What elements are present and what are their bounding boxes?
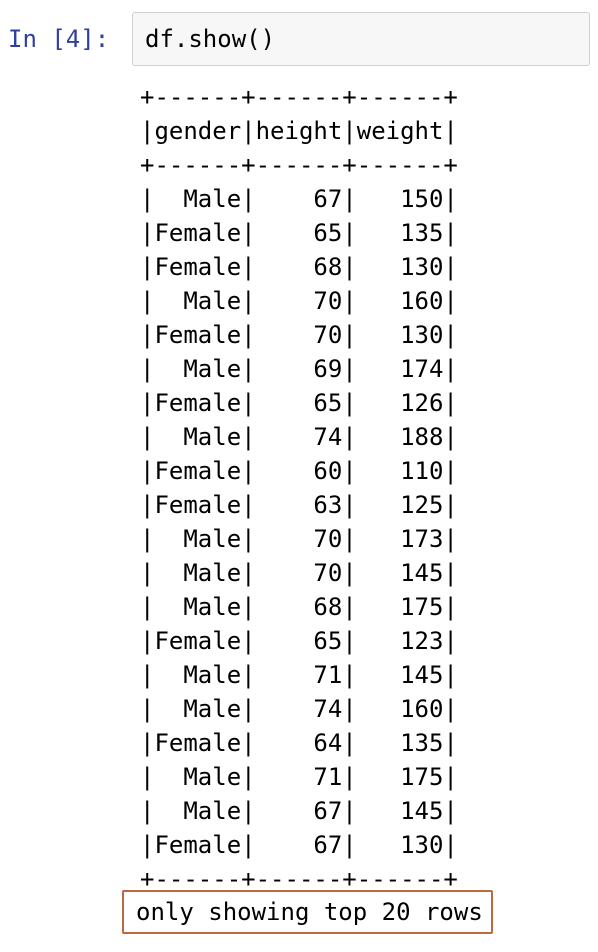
table-row: | Male| 70| 145| — [140, 559, 458, 587]
input-prompt: In [4]: — [8, 25, 110, 53]
code-input-cell[interactable]: df.show() — [132, 12, 590, 66]
table-row: |Female| 67| 130| — [140, 831, 458, 859]
table-row: | Male| 74| 160| — [140, 695, 458, 723]
dataframe-output: +------+------+------+ |gender|height|wei… — [140, 80, 458, 896]
table-row: | Male| 70| 173| — [140, 525, 458, 553]
table-row: | Male| 71| 175| — [140, 763, 458, 791]
table-row: | Male| 70| 160| — [140, 287, 458, 315]
table-row: |Female| 68| 130| — [140, 253, 458, 281]
table-row: | Male| 71| 145| — [140, 661, 458, 689]
table-row: | Male| 68| 175| — [140, 593, 458, 621]
table-row: |Female| 63| 125| — [140, 491, 458, 519]
table-row: |Female| 70| 130| — [140, 321, 458, 349]
code-text[interactable]: df.show() — [145, 25, 276, 53]
table-row: | Male| 67| 145| — [140, 797, 458, 825]
table-row: |Female| 65| 135| — [140, 219, 458, 247]
table-row: | Male| 74| 188| — [140, 423, 458, 451]
row-limit-note: only showing top 20 rows — [122, 890, 493, 934]
table-row: |Female| 65| 123| — [140, 627, 458, 655]
table-border-bottom: +------+------+------+ — [140, 865, 458, 893]
table-border-top: +------+------+------+ — [140, 83, 458, 111]
table-row: | Male| 67| 150| — [140, 185, 458, 213]
table-row: | Male| 69| 174| — [140, 355, 458, 383]
table-border-header: +------+------+------+ — [140, 151, 458, 179]
table-row: |Female| 64| 135| — [140, 729, 458, 757]
table-row: |Female| 60| 110| — [140, 457, 458, 485]
table-row: |Female| 65| 126| — [140, 389, 458, 417]
table-header-row: |gender|height|weight| — [140, 117, 458, 145]
